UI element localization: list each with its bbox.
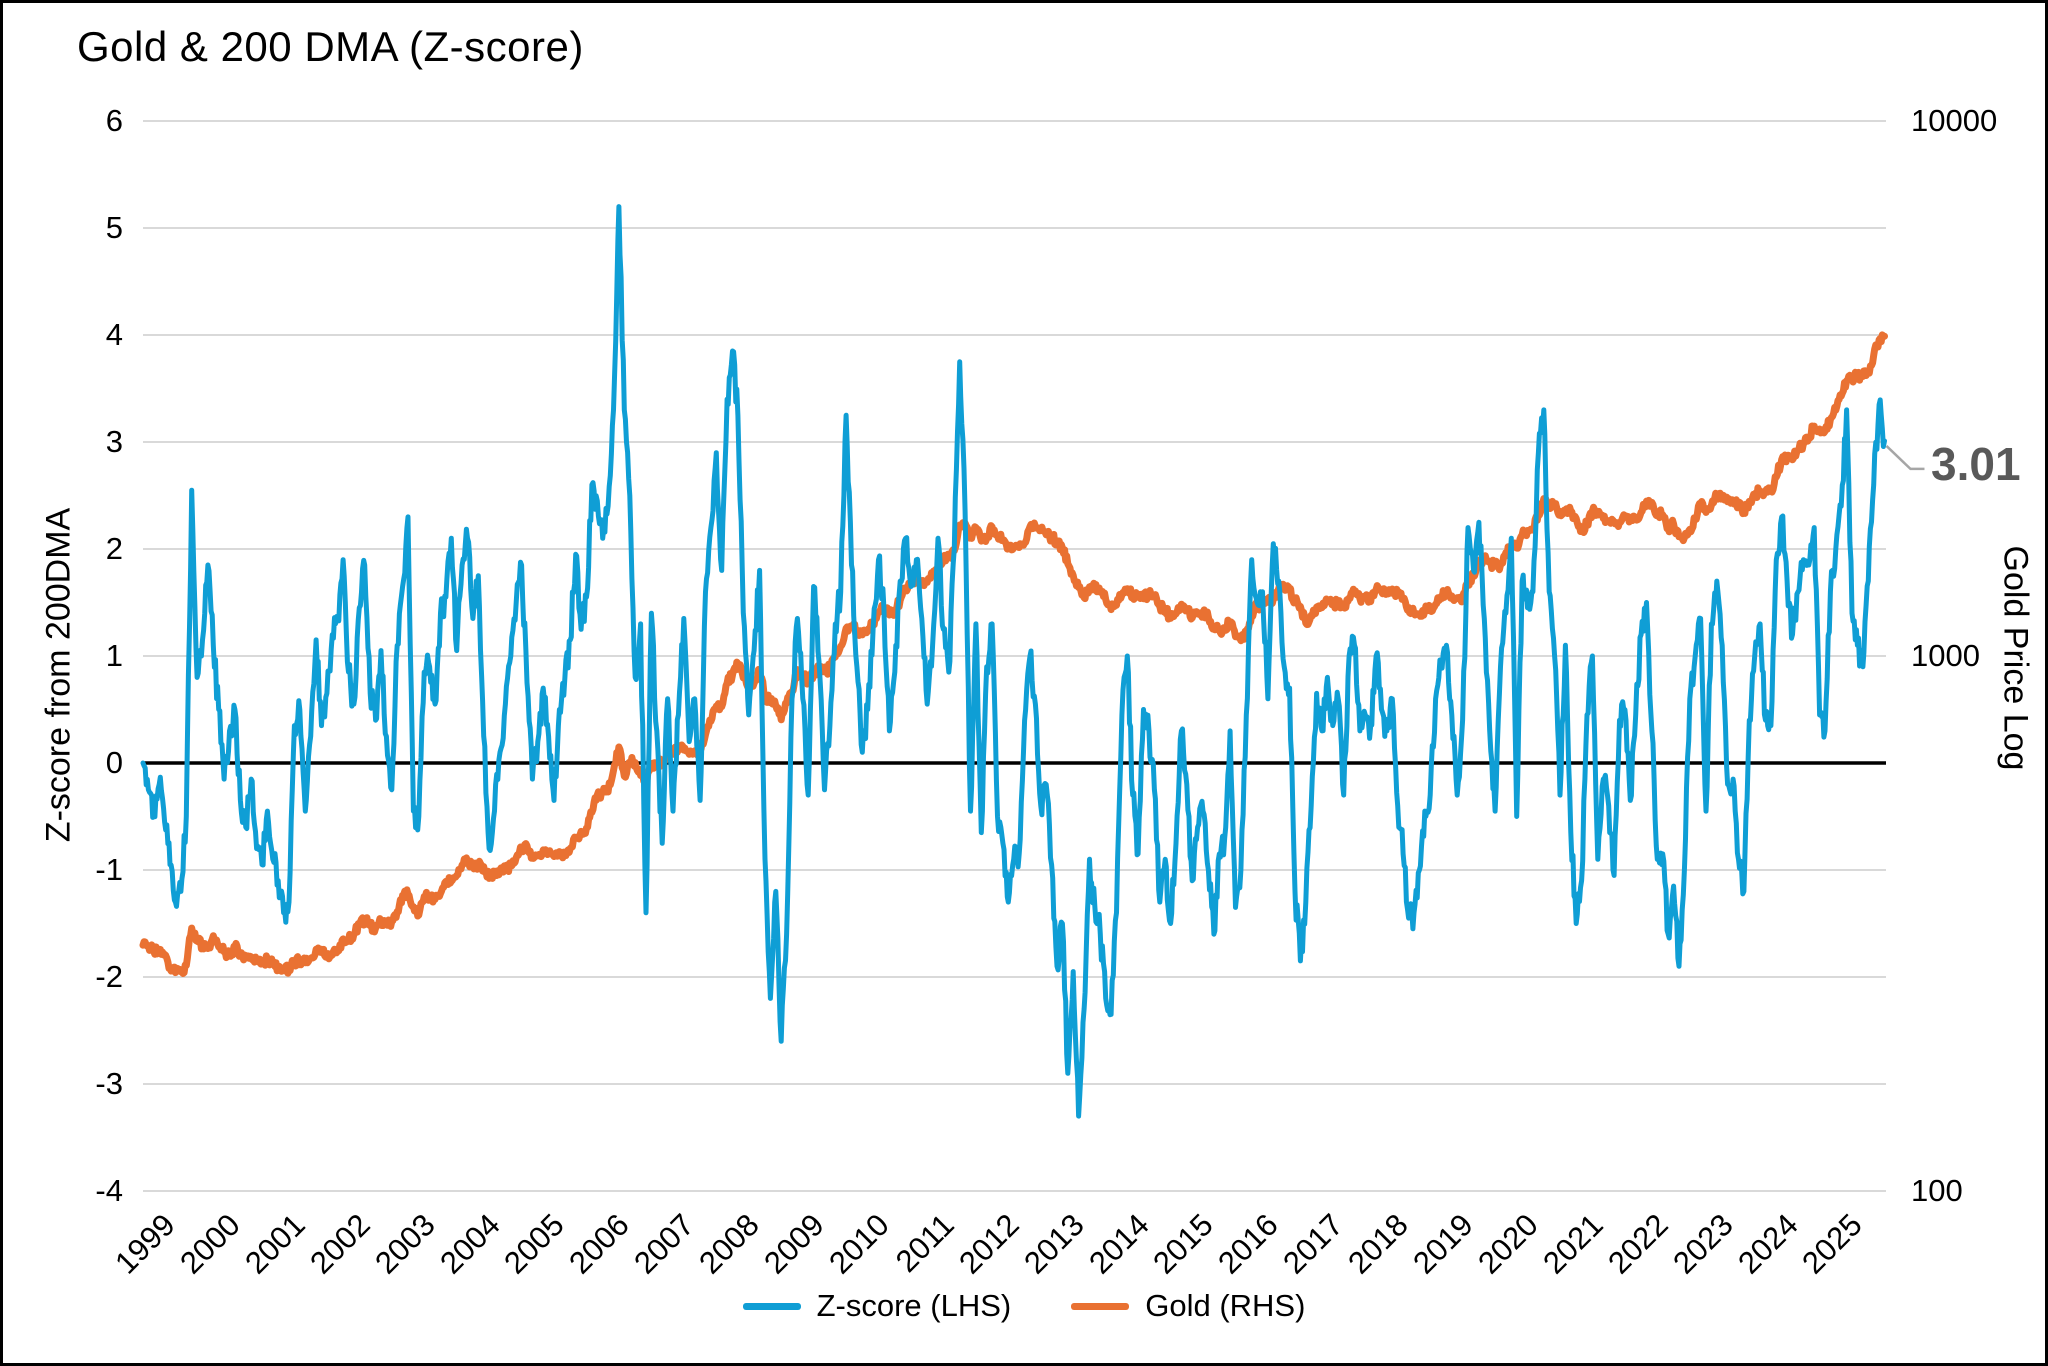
annotation-leader-line (1885, 445, 1925, 471)
left-axis-tick-label: 5 (105, 210, 123, 245)
right-axis-tick-label: 10000 (1911, 103, 1998, 138)
left-axis-tick-label: -4 (95, 1173, 123, 1208)
right-axis-title: Gold Price Log (1996, 545, 2035, 771)
gold-line-swatch (1071, 1302, 1130, 1310)
legend-item-gold[interactable]: Gold (RHS) (1071, 1288, 1305, 1324)
left-axis-tick-label: 4 (105, 317, 123, 352)
left-axis-tick-label: 3 (105, 424, 123, 459)
left-axis-tick-label: 6 (105, 103, 123, 138)
chart-plot-area (139, 120, 1925, 1192)
gold-line (139, 331, 1888, 977)
chart-title: Gold & 200 DMA (Z-score) (77, 23, 584, 70)
legend-item-zscore[interactable]: Z-score (LHS) (742, 1288, 1012, 1324)
left-axis-tick-label: 1 (105, 638, 123, 673)
right-axis-tick-label: 100 (1911, 1173, 1963, 1208)
left-axis-tick-label: 2 (105, 531, 123, 566)
legend-label-gold: Gold (RHS) (1145, 1288, 1306, 1323)
left-axis-tick-label: -3 (95, 1066, 123, 1101)
right-axis-tick-label: 1000 (1911, 638, 1980, 673)
legend: Z-score (LHS) Gold (RHS) (3, 1288, 2045, 1324)
left-axis-tick-label: -1 (95, 852, 123, 887)
last-value-annotation: 3.01 (1931, 438, 2021, 490)
zscore-line (140, 204, 1887, 1119)
zscore-line-swatch (742, 1302, 801, 1310)
left-axis-tick-label: -2 (95, 959, 123, 994)
legend-label-zscore: Z-score (LHS) (816, 1288, 1012, 1323)
left-axis-tick-label: 0 (105, 745, 123, 780)
